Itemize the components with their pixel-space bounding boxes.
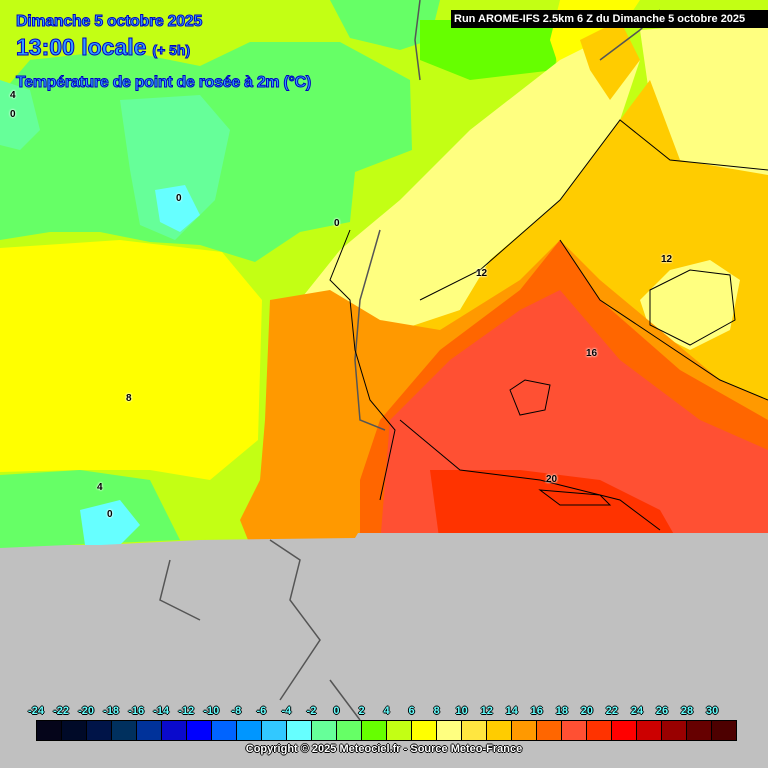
field-10-12-band [300, 40, 640, 340]
color-scale-swatch [437, 721, 462, 740]
color-scale-swatch [162, 721, 187, 740]
field-m2-sw [80, 500, 140, 545]
color-scale-label: -6 [256, 705, 267, 717]
lead-time: (+ 5h) [152, 42, 191, 59]
contour-label: 0 [334, 218, 340, 229]
field-8-10-west [0, 240, 262, 480]
contour-label: 16 [586, 348, 598, 359]
color-scale-swatch [287, 721, 312, 740]
color-scale-label: 14 [505, 705, 518, 717]
color-scale-swatch [637, 721, 662, 740]
color-scale-swatch [662, 721, 687, 740]
isoline-12 [419, 119, 768, 301]
color-scale-label: 2 [358, 705, 365, 717]
color-scale-swatch [237, 721, 262, 740]
color-scale-label: 4 [383, 705, 390, 717]
color-scale-label: 10 [455, 705, 468, 717]
color-scale-label: -12 [178, 705, 195, 717]
color-scale-label: 22 [605, 705, 619, 717]
color-scale-swatch [687, 721, 712, 740]
color-scale [36, 720, 737, 741]
run-info: Run AROME-IFS 2.5km 6 Z du Dimanche 5 oc… [451, 10, 768, 28]
contour-label: 0 [10, 109, 16, 120]
color-scale-swatch [487, 721, 512, 740]
variable-title: Température de point de rosée à 2m (°C) [16, 74, 312, 92]
color-scale-swatch [562, 721, 587, 740]
field-m2-0 [120, 95, 230, 240]
color-scale-swatch [337, 721, 362, 740]
color-scale-label: 8 [433, 705, 440, 717]
color-scale-label: -14 [153, 705, 170, 717]
color-scale-label: -24 [28, 705, 44, 717]
color-scale-swatch [312, 721, 337, 740]
contour-label: 12 [661, 254, 673, 265]
contour-label: 8 [126, 393, 132, 404]
color-scale-label: -18 [103, 705, 120, 717]
contour-label: 4 [97, 482, 103, 493]
color-scale-swatch [87, 721, 112, 740]
color-scale-swatch [587, 721, 612, 740]
color-scale-label: 16 [530, 705, 543, 717]
color-scale-label: -8 [231, 705, 242, 717]
color-scale-swatch [37, 721, 62, 740]
forecast-time: 13:00 locale (+ 5h) [15, 34, 191, 61]
field-m2-0-b [155, 185, 200, 232]
color-scale-swatch [212, 721, 237, 740]
contour-label: 0 [107, 509, 113, 520]
contour-label: 0 [176, 193, 182, 204]
coastline [329, 229, 736, 506]
color-scale-label: 18 [555, 705, 568, 717]
color-scale-swatch [262, 721, 287, 740]
field-4-6-top [420, 20, 560, 80]
color-scale-label: 6 [408, 705, 415, 717]
contour-label: 20 [546, 474, 558, 485]
field-0-2-top [330, 0, 440, 50]
color-scale-swatch [62, 721, 87, 740]
color-scale-swatch [462, 721, 487, 740]
contour-label: 12 [476, 268, 488, 279]
color-scale-label: 28 [680, 705, 694, 717]
color-scale-label: -16 [128, 705, 145, 717]
isoline-20 [399, 419, 661, 531]
color-scale-label: 0 [333, 705, 340, 717]
color-scale-label: 20 [580, 705, 593, 717]
color-scale-swatch [137, 721, 162, 740]
color-scale-label: 30 [705, 705, 719, 717]
color-scale-label: -2 [306, 705, 317, 717]
color-scale-swatch [412, 721, 437, 740]
color-scale-label: 12 [480, 705, 493, 717]
color-scale-swatch [537, 721, 562, 740]
field-20-22 [430, 470, 680, 545]
color-scale-label: 26 [655, 705, 669, 717]
color-scale-swatch [387, 721, 412, 740]
color-scale-swatch [187, 721, 212, 740]
copyright: Copyright © 2025 Meteociel.fr - Source M… [245, 743, 523, 755]
field-m2-0-c [0, 80, 40, 150]
color-scale-swatch [362, 721, 387, 740]
color-scale-swatch [112, 721, 137, 740]
local-time: 13:00 locale [15, 34, 147, 61]
color-scale-label: 24 [630, 705, 644, 717]
isoline-16 [559, 239, 768, 401]
color-scale-label: -20 [78, 705, 95, 717]
color-scale-label: -10 [203, 705, 220, 717]
color-scale-swatch [712, 721, 736, 740]
color-scale-label: -22 [53, 705, 69, 717]
forecast-date: Dimanche 5 octobre 2025 [15, 13, 203, 31]
color-scale-swatch [512, 721, 537, 740]
no-data-area [0, 533, 768, 768]
field-12-orange-top [580, 20, 640, 100]
color-scale-swatch [612, 721, 637, 740]
color-scale-label: -4 [281, 705, 292, 717]
contour-label: 4 [10, 90, 16, 101]
